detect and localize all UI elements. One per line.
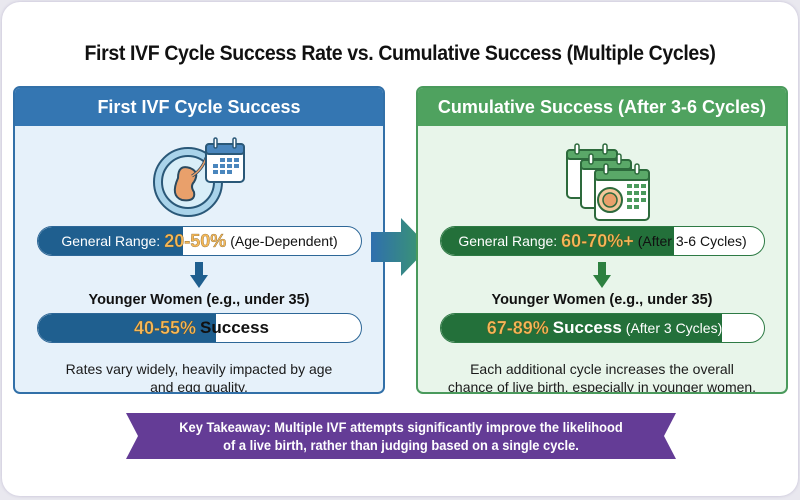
takeaway-line-2: of a live birth, rather than judging bas… (223, 437, 579, 453)
general-range-value: 20-50% (164, 230, 227, 251)
younger-women-fill (38, 314, 216, 342)
takeaway-line-1: Key Takeaway: Multiple IVF attempts sign… (179, 419, 623, 435)
key-takeaway-banner: Key Takeaway: Multiple IVF attempts sign… (126, 413, 676, 459)
younger-women-fill (441, 314, 722, 342)
general-range-bar: General Range: 60-70%+ (After 3-6 Cycles… (440, 226, 765, 256)
first-cycle-panel: First IVF Cycle Success General Range: 2… (13, 86, 385, 394)
general-range-note: (Age-Dependent) (230, 233, 338, 249)
stacked-calendars-icon (418, 132, 786, 222)
description-line-2: chance of live birth, especially in youn… (447, 379, 757, 394)
general-range-bar: General Range: 20-50% (Age-Dependent) (37, 226, 362, 256)
ribbon-shape (126, 413, 676, 459)
younger-women-bar: 40-55% Success (37, 313, 362, 343)
arrow-down-icon (593, 262, 611, 288)
general-range-fill (38, 227, 184, 255)
panel-header: Cumulative Success (After 3-6 Cycles) (418, 88, 786, 126)
arrow-right-icon (371, 218, 429, 276)
description-line-2: and egg quality. (150, 379, 248, 394)
younger-women-value: 40-55% (133, 317, 197, 338)
general-range-value: 60-70%+ (561, 230, 634, 251)
embryo-calendar-icon (15, 132, 383, 222)
panel-description: Each additional cycle increases the over… (428, 360, 776, 394)
description-line-1: Rates vary widely, heavily impacted by a… (65, 361, 333, 377)
general-range-fill (441, 227, 674, 255)
page-title: First IVF Cycle Success Rate vs. Cumulat… (84, 42, 716, 65)
general-range-label: General Range: (458, 233, 558, 249)
panel-header: First IVF Cycle Success (15, 88, 383, 126)
general-range-label: General Range: (61, 233, 161, 249)
younger-women-value: 67-89% (486, 317, 549, 338)
panel-description: Rates vary widely, heavily impacted by a… (25, 360, 373, 394)
younger-women-label: Younger Women (e.g., under 35) (491, 292, 713, 308)
arrow-down-icon (190, 262, 208, 288)
younger-women-bar: 67-89% Success (After 3 Cycles) (440, 313, 765, 343)
description-line-1: Each additional cycle increases the over… (470, 361, 734, 377)
younger-women-success: Success (200, 318, 270, 337)
younger-women-success: Success (552, 318, 622, 337)
younger-women-label: Younger Women (e.g., under 35) (88, 292, 310, 308)
cumulative-panel: Cumulative Success (After 3-6 Cycles) (416, 86, 788, 394)
general-range-note: (After 3-6 Cycles) (637, 233, 747, 249)
younger-women-note: (After 3 Cycles) (625, 320, 723, 336)
